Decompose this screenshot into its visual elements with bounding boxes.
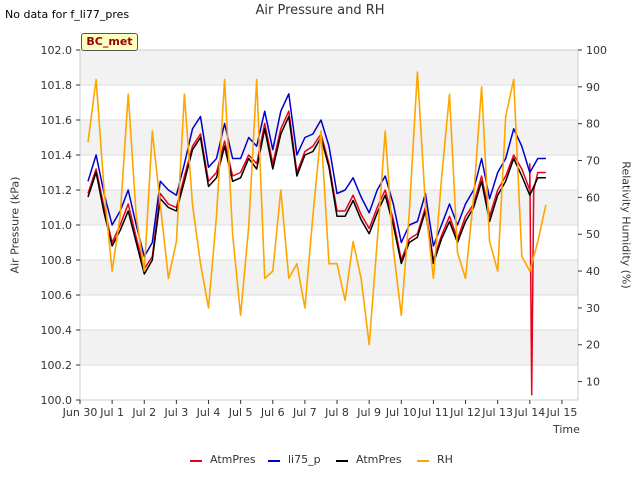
y-tick-label: 101.2 <box>41 184 73 197</box>
x-tick-label: Jul 6 <box>260 406 285 419</box>
background-band <box>80 295 578 330</box>
legend-swatch <box>190 460 202 462</box>
y2-tick-label: 30 <box>586 302 600 315</box>
y2-tick-label: 10 <box>586 376 600 389</box>
x-tick-label: Jul 10 <box>385 406 417 419</box>
y-tick-label: 100.0 <box>41 394 73 407</box>
x-tick-label: Jul 12 <box>449 406 481 419</box>
no-data-note: No data for f_li77_pres <box>5 8 130 21</box>
x-tick-label: Jul 9 <box>356 406 381 419</box>
y2-tick-label: 40 <box>586 265 600 278</box>
chart-title: Air Pressure and RH <box>255 3 385 18</box>
x-tick-label: Jul 8 <box>324 406 349 419</box>
y-tick-label: 100.8 <box>41 254 73 267</box>
background-band <box>80 260 578 295</box>
y-tick-label: 100.2 <box>41 359 73 372</box>
legend-swatch <box>336 460 348 462</box>
y-tick-label: 101.4 <box>41 149 73 162</box>
y-tick-label: 102.0 <box>41 44 73 57</box>
series-line-3 <box>87 71 547 346</box>
legend-label: RH <box>437 453 453 466</box>
y2-tick-label: 50 <box>586 228 600 241</box>
background-band <box>80 330 578 365</box>
x-tick-label: Jul 5 <box>228 406 253 419</box>
y-axis-label: Air Pressure (kPa) <box>8 176 22 274</box>
x-tick-label: Jul 7 <box>292 406 317 419</box>
legend-label: AtmPres <box>356 453 402 466</box>
x-tick-label: Jul 14 <box>513 406 545 419</box>
x-tick-label: Jul 11 <box>417 406 449 419</box>
y-tick-label: 101.6 <box>41 114 73 127</box>
y-tick-label: 100.4 <box>41 324 73 337</box>
background-band <box>80 365 578 400</box>
series-lines <box>87 71 547 396</box>
y-tick-label: 100.6 <box>41 289 73 302</box>
y2-tick-label: 80 <box>586 118 600 131</box>
x-tick-label: Jul 13 <box>481 406 513 419</box>
axes: 100.0 100.2 100.4 100.6 100.8 101.0 101.2 101.4… <box>41 44 608 419</box>
y2-tick-label: 60 <box>586 191 600 204</box>
y-tick-label: 101.0 <box>41 219 73 232</box>
y2-tick-label: 20 <box>586 339 600 352</box>
x-tick-label: Jul 4 <box>196 406 221 419</box>
x-tick-label: Jul 3 <box>163 406 188 419</box>
x-tick-label: Jun 30 <box>62 406 98 419</box>
legend-swatch <box>268 460 280 462</box>
x-tick-label: Jul 2 <box>131 406 156 419</box>
x-tick-label: Jul 1 <box>99 406 124 419</box>
y2-tick-label: 70 <box>586 155 600 168</box>
legend-swatch <box>417 460 429 462</box>
background-band <box>80 50 578 85</box>
legend: AtmPres li75_p AtmPres RH <box>0 453 640 469</box>
legend-label: AtmPres <box>210 453 256 466</box>
background-band <box>80 85 578 120</box>
x-axis-label: Time <box>553 423 580 436</box>
y2-tick-label: 100 <box>586 44 607 57</box>
y2-axis-label: Relativity Humidity (%) <box>619 161 633 289</box>
legend-label: li75_p <box>288 453 321 466</box>
y2-tick-label: 90 <box>586 81 600 94</box>
site-badge: BC_met <box>81 33 138 51</box>
series-line-0 <box>87 110 546 396</box>
series-line-1 <box>87 93 546 258</box>
series-line-2 <box>87 115 546 275</box>
y-tick-label: 101.8 <box>41 79 73 92</box>
x-tick-label: Jul 15 <box>546 406 578 419</box>
